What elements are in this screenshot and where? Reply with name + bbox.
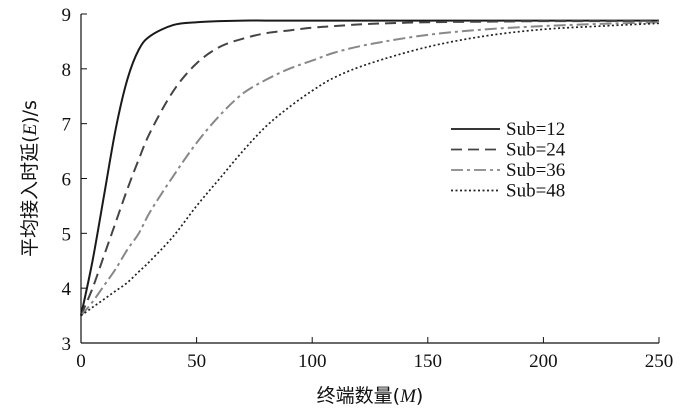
legend-label: Sub=12 [506,119,565,140]
y-axis-title: 平均接入时延(E)/s [19,100,41,257]
legend-item: Sub=12 [451,119,565,140]
x-tick-label: 150 [414,351,443,372]
y-axis-title-suffix: )/s [19,100,41,124]
y-tick-label: 4 [62,279,72,300]
x-axis-title-suffix: ) [416,385,423,407]
x-tick-label: 50 [187,351,206,372]
x-axis-ticks: 0 50 100 150 200 250 [76,337,673,372]
x-tick-label: 200 [529,351,558,372]
series-line-2 [80,19,660,316]
series-line-4 [80,22,660,317]
legend-item: Sub=48 [451,181,565,202]
legend-label: Sub=36 [506,160,565,181]
y-tick-label: 5 [62,224,72,245]
y-tick-label: 6 [62,170,72,191]
legend-label: Sub=48 [506,181,565,202]
x-tick-label: 100 [298,351,327,372]
x-tick-label: 0 [76,351,86,372]
y-axis-title-prefix: 平均接入时延( [19,135,41,256]
series-line-3 [80,21,660,317]
y-tick-label: 3 [62,334,72,355]
x-axis-title: 终端数量(M) [317,385,424,407]
plot-lines [80,19,660,317]
x-tick-label: 250 [645,351,674,372]
legend-item: Sub=36 [451,160,565,181]
y-axis-title-variable: E [20,123,41,136]
legend-item: Sub=24 [451,140,566,161]
series-line-1 [80,19,659,316]
y-axis-ticks: 3 4 5 6 7 8 9 [62,5,87,355]
x-axis-title-variable: M [399,386,417,407]
x-axis-title-prefix: 终端数量( [317,385,400,407]
y-tick-label: 7 [62,115,72,136]
legend-label: Sub=24 [506,140,566,161]
y-tick-label: 8 [62,60,72,81]
y-tick-label: 9 [62,5,72,26]
